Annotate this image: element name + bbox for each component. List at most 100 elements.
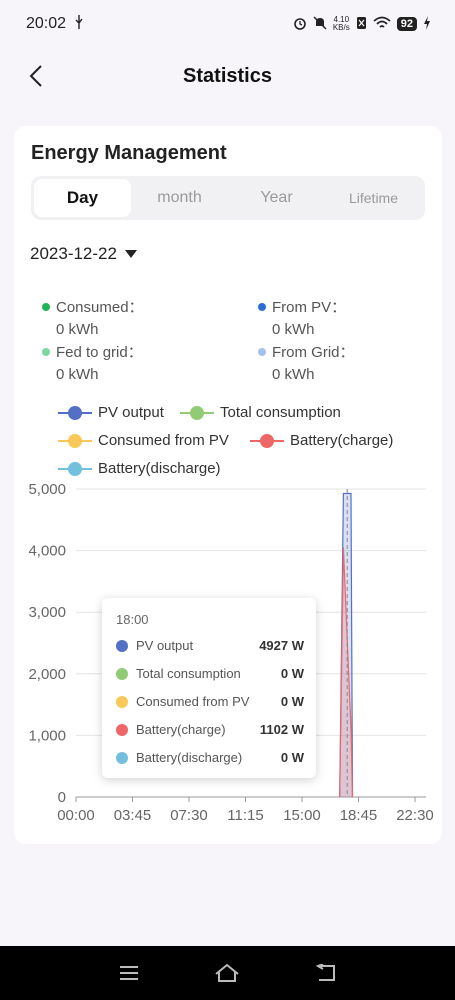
back-nav-button[interactable] (309, 956, 343, 990)
legend-marker (58, 405, 92, 420)
mute-bell-icon (313, 15, 327, 33)
tooltip-row-battery-charge: Battery(charge) 1102 W (116, 722, 304, 737)
stat-label: From PV： (272, 299, 347, 316)
stat-label: From Grid： (272, 344, 355, 361)
x-tick-label: 03:45 (114, 807, 152, 824)
tooltip-label: Battery(discharge) (136, 750, 243, 765)
tooltip-value: 0 W (280, 750, 304, 765)
y-tick-label: 3,000 (28, 604, 66, 621)
menu-nav-button[interactable] (112, 956, 146, 990)
tab-day[interactable]: Day (34, 179, 131, 217)
consumed-dot (42, 302, 50, 311)
fed-to-grid-dot (42, 347, 50, 356)
x-tick-label: 00:00 (57, 807, 95, 824)
tab-year[interactable]: Year (260, 189, 293, 206)
card-title: Energy Management (31, 142, 227, 164)
y-tick-label: 5,000 (28, 481, 66, 498)
chevron-left-icon (29, 65, 42, 87)
tooltip-time: 18:00 (116, 612, 149, 627)
period-tabs: Day month Year Lifetime (31, 176, 425, 220)
legend-label: Consumed from PV (98, 432, 229, 449)
status-right: 4.10 KB/s 92 (293, 15, 431, 33)
tooltip-label: Consumed from PV (136, 694, 250, 709)
back-button[interactable] (22, 62, 50, 90)
tooltip-dot (116, 667, 128, 680)
tooltip-row-pv-output: PV output 4927 W (116, 638, 304, 653)
x-tick-label: 15:00 (283, 807, 321, 824)
caret-down-icon (124, 250, 137, 258)
net-speed-unit: KB/s (332, 23, 350, 32)
home-icon (215, 963, 240, 982)
system-nav-bar (0, 946, 455, 1000)
tooltip-row-total-consumption: Total consumption 0 W (116, 666, 304, 681)
status-left: 20:02 (26, 14, 84, 34)
legend-marker (58, 461, 92, 476)
tooltip-value: 0 W (280, 666, 304, 681)
stat-value: 0 kWh (272, 366, 315, 383)
tab-lifetime[interactable]: Lifetime (348, 190, 399, 206)
x-tick-label: 22:30 (396, 807, 434, 824)
status-time: 20:02 (26, 15, 67, 32)
tooltip-label: Total consumption (136, 666, 241, 681)
home-nav-button[interactable] (210, 956, 244, 990)
y-tick-label: 0 (58, 789, 66, 806)
date-selector[interactable]: 2023-12-22 (30, 244, 137, 264)
power-chart[interactable]: 0 1,000 2,000 3,000 4,000 5,000 00:00 03:45 07:3… (0, 0, 455, 840)
legend-marker (180, 405, 214, 420)
from-pv-dot (258, 302, 266, 311)
chart-tooltip: 18:00 PV output 4927 W Total consumption… (102, 598, 316, 778)
stat-label: Fed to grid： (56, 344, 143, 361)
stat-label: Consumed： (56, 299, 144, 316)
stat-fed-to-grid: Fed to grid： 0 kWh (42, 341, 143, 383)
x-tick-label: 07:30 (170, 807, 208, 824)
from-grid-dot (258, 347, 266, 356)
y-tick-label: 4,000 (28, 543, 66, 560)
legend-total-consumption[interactable]: Total consumption (180, 404, 341, 421)
sim-off-icon (356, 16, 367, 33)
page-title: Statistics (183, 64, 272, 87)
charging-icon (423, 15, 431, 33)
tooltip-value: 0 W (280, 694, 304, 709)
legend-consumed-from-pv[interactable]: Consumed from PV (58, 432, 229, 449)
x-tick-label: 11:15 (227, 807, 263, 824)
stat-value: 0 kWh (272, 321, 315, 338)
tab-month[interactable]: month (157, 189, 202, 206)
battery-level: 92 (396, 17, 417, 31)
tooltip-label: Battery(charge) (136, 722, 226, 737)
net-speed: 4.10 KB/s (333, 16, 350, 32)
stat-value: 0 kWh (56, 366, 99, 383)
stat-consumed: Consumed： 0 kWh (42, 296, 144, 338)
status-bar: 20:02 4.10 KB/s 92 (0, 0, 455, 48)
legend-marker (58, 433, 92, 448)
legend-label: Battery(discharge) (98, 460, 221, 477)
alarm-icon (293, 16, 307, 33)
tooltip-label: PV output (136, 638, 194, 653)
back-arrow-icon (315, 964, 335, 981)
usb-icon (74, 14, 84, 34)
tooltip-value: 1102 W (259, 722, 304, 737)
stat-value: 0 kWh (56, 321, 99, 338)
legend-marker (250, 433, 284, 448)
x-tick-label: 18:45 (340, 807, 378, 824)
wifi-icon (373, 16, 391, 33)
net-speed-value: 4.10 (333, 15, 350, 24)
stat-from-pv: From PV： 0 kWh (258, 296, 346, 338)
y-tick-label: 1,000 (28, 727, 66, 744)
stat-from-grid: From Grid： 0 kWh (258, 341, 355, 383)
tooltip-dot (116, 639, 128, 652)
app-header: Statistics (0, 52, 455, 100)
legend-label: PV output (98, 404, 164, 421)
legend-label: Total consumption (220, 404, 341, 421)
menu-icon (120, 966, 139, 980)
tooltip-dot (116, 751, 128, 764)
tooltip-value: 4927 W (259, 638, 304, 653)
tooltip-row-battery-discharge: Battery(discharge) 0 W (116, 750, 304, 765)
legend-pv-output[interactable]: PV output (58, 404, 164, 421)
legend-battery-discharge[interactable]: Battery(discharge) (58, 460, 221, 477)
y-tick-label: 2,000 (28, 666, 66, 683)
date-value: 2023-12-22 (30, 244, 117, 263)
legend-label: Battery(charge) (290, 432, 394, 449)
tooltip-dot (116, 695, 128, 708)
legend-battery-charge[interactable]: Battery(charge) (250, 432, 393, 449)
tooltip-row-consumed-from-pv: Consumed from PV 0 W (116, 694, 304, 709)
